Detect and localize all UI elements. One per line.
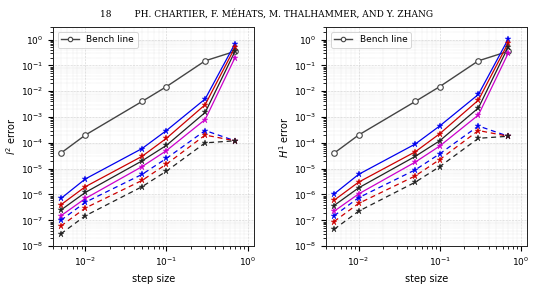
Y-axis label: $l^2$ error: $l^2$ error [4, 118, 18, 155]
Bench line [232, 50, 238, 53]
Line: Bench line: Bench line [332, 48, 511, 156]
Bench line [355, 133, 362, 137]
Text: 18        PH. CHARTIER, F. MÉHATS, M. THALHAMMER, AND Y. ZHANG: 18 PH. CHARTIER, F. MÉHATS, M. THALHAMME… [100, 9, 434, 18]
X-axis label: step size: step size [405, 274, 449, 284]
Bench line [436, 85, 443, 88]
Legend: Bench line: Bench line [58, 32, 138, 48]
Bench line [505, 50, 512, 53]
Bench line [331, 151, 337, 155]
Bench line [58, 151, 64, 155]
Line: Bench line: Bench line [58, 48, 238, 156]
Bench line [163, 85, 170, 88]
Bench line [475, 59, 482, 62]
Bench line [139, 100, 145, 103]
Bench line [82, 133, 89, 137]
X-axis label: step size: step size [132, 274, 175, 284]
Bench line [202, 59, 208, 62]
Y-axis label: $H^1$ error: $H^1$ error [278, 116, 291, 158]
Bench line [412, 100, 419, 103]
Legend: Bench line: Bench line [331, 32, 411, 48]
